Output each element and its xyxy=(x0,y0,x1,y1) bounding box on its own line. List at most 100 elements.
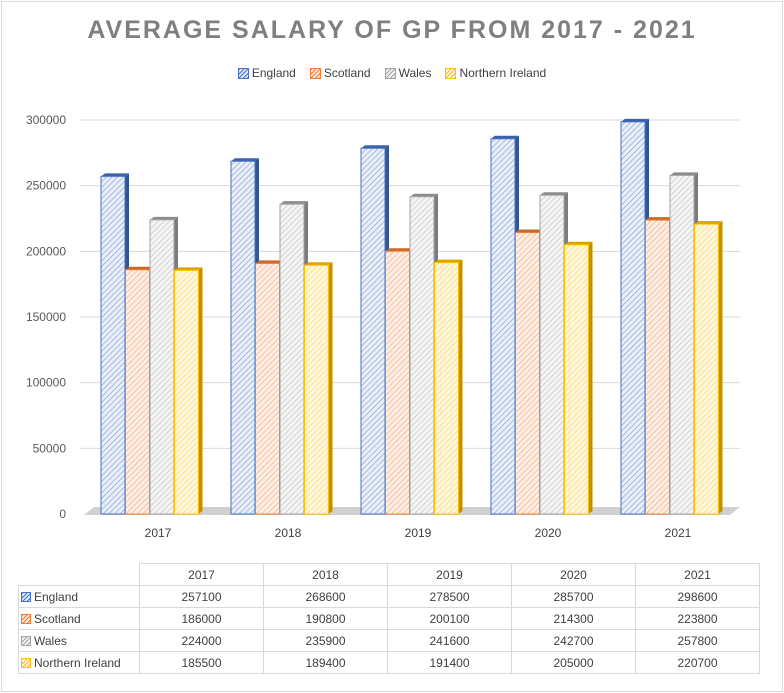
y-tick-label: 200000 xyxy=(26,244,66,258)
bar-england xyxy=(100,175,126,515)
bar-top xyxy=(410,193,438,197)
legend-label: Scotland xyxy=(323,66,371,80)
bar-side xyxy=(328,262,333,514)
series-name: Wales xyxy=(34,633,67,648)
series-name: England xyxy=(34,589,79,604)
table-cell: 205000 xyxy=(511,651,636,674)
bar-top xyxy=(670,172,698,176)
bar-top xyxy=(231,158,259,162)
bar-side xyxy=(588,241,593,514)
y-tick-label: 50000 xyxy=(33,441,67,455)
table-cell: 257800 xyxy=(635,629,760,652)
bar-scotland xyxy=(385,250,410,515)
legend-key-icon xyxy=(21,591,31,602)
y-tick-label: 300000 xyxy=(26,113,66,127)
bar-top xyxy=(125,266,154,270)
bar-top xyxy=(491,135,519,139)
y-tick-label: 250000 xyxy=(26,179,66,193)
y-tick-label: 0 xyxy=(59,507,66,521)
table-cell: 190800 xyxy=(263,607,388,630)
table-row: Wales 224000 235900 241600 242700 257800 xyxy=(18,629,760,652)
chart-title: AVERAGE SALARY OF GP FROM 2017 - 2021 xyxy=(87,16,697,44)
table-header-cell: 2021 xyxy=(635,563,760,586)
bar-northern-ireland xyxy=(694,223,719,515)
bar-northern-ireland xyxy=(564,244,589,515)
table-row-label: Scotland xyxy=(18,607,140,630)
x-tick-label: 2018 xyxy=(275,526,302,540)
bar-wales xyxy=(279,203,305,515)
table-row-label: Wales xyxy=(18,629,140,652)
table-cell: 242700 xyxy=(511,629,636,652)
table-cell: 268600 xyxy=(263,585,388,608)
table-cell: 200100 xyxy=(387,607,512,630)
table-cell: 285700 xyxy=(511,585,636,608)
bar-top xyxy=(101,173,129,177)
x-tick-label: 2019 xyxy=(405,526,432,540)
bar-top xyxy=(564,241,593,245)
x-tick-label: 2017 xyxy=(145,526,172,540)
table-cell: 189400 xyxy=(263,651,388,674)
table-row: England 257100 268600 278500 285700 298600 xyxy=(18,585,760,608)
bar-wales xyxy=(149,219,175,515)
table-row: Scotland 186000 190800 200100 214300 223800 xyxy=(18,607,760,630)
bar-top xyxy=(174,267,203,271)
table-corner xyxy=(18,563,140,586)
bar-top xyxy=(385,248,414,252)
bar-scotland xyxy=(125,269,150,515)
series-name: Northern Ireland xyxy=(34,655,121,670)
legend-item: Scotland xyxy=(309,66,371,80)
table-cell: 191400 xyxy=(387,651,512,674)
y-tick-label: 100000 xyxy=(26,376,66,390)
bar-top xyxy=(515,229,544,233)
bar-northern-ireland xyxy=(434,262,459,515)
plot-area: 0 50000 100000 150000 200000 250000 300000 2017… xyxy=(26,113,740,540)
bar-scotland xyxy=(515,232,540,515)
series-name: Scotland xyxy=(34,611,81,626)
bar-top xyxy=(645,217,674,221)
table-cell: 185500 xyxy=(139,651,264,674)
bar-top xyxy=(255,260,284,264)
table-cell: 186000 xyxy=(139,607,264,630)
bar-northern-ireland xyxy=(174,269,199,515)
legend-swatch xyxy=(237,67,249,79)
bar-wales xyxy=(539,194,565,515)
legend-swatch xyxy=(445,67,457,79)
table-cell: 235900 xyxy=(263,629,388,652)
bar-top xyxy=(361,145,389,149)
bar-side xyxy=(458,259,463,514)
table-row-label: England xyxy=(18,585,140,608)
legend-swatch xyxy=(309,67,321,79)
bar-wales xyxy=(409,196,435,515)
legend: England Scotland Wales Northern Ireland xyxy=(0,66,784,80)
table-cell: 278500 xyxy=(387,585,512,608)
bar-top xyxy=(150,216,178,220)
legend-key-icon xyxy=(21,635,31,646)
bar-top xyxy=(694,221,723,225)
table-cell: 224000 xyxy=(139,629,264,652)
table-header-row: 2017 2018 2019 2020 2021 xyxy=(18,563,760,586)
bar-top xyxy=(280,201,308,205)
bar-england xyxy=(620,121,646,515)
table-header-cell: 2018 xyxy=(263,563,388,586)
table-cell: 220700 xyxy=(635,651,760,674)
bar-side xyxy=(198,267,203,514)
legend-label: England xyxy=(251,66,296,80)
bar-scotland xyxy=(255,262,280,515)
bar-northern-ireland xyxy=(304,264,329,515)
legend-item: Wales xyxy=(384,66,431,80)
bar-side xyxy=(718,221,723,514)
table-cell: 223800 xyxy=(635,607,760,630)
y-tick-label: 150000 xyxy=(26,310,66,324)
x-tick-label: 2020 xyxy=(535,526,562,540)
table-cell: 257100 xyxy=(139,585,264,608)
x-tick-label: 2021 xyxy=(665,526,692,540)
bar-top xyxy=(540,192,568,196)
legend-item: England xyxy=(237,66,296,80)
table-cell: 214300 xyxy=(511,607,636,630)
table-header-cell: 2020 xyxy=(511,563,636,586)
table-cell: 241600 xyxy=(387,629,512,652)
legend-label: Northern Ireland xyxy=(459,66,547,80)
bar-top xyxy=(434,259,463,263)
